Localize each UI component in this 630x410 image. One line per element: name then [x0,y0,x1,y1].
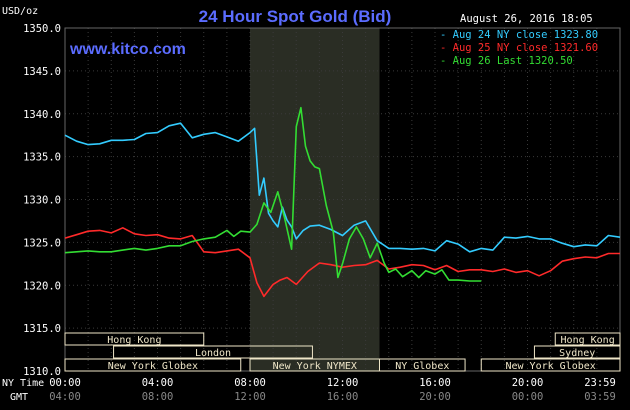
x-tick-label-ny: 00:00 [49,377,81,389]
y-tick-label: 1310.0 [23,366,61,378]
x-axis: 00:00 04:00 08:00 12:00 16:00 20:00 23:59 04:00… [2,377,616,403]
x-tick-label-ny: 08:00 [234,377,266,389]
x-tick-label-ny: 23:59 [584,377,616,389]
session-label: Hong Kong [107,335,161,346]
series-line-aug-25 [64,227,620,298]
series-line-aug-24 [64,122,621,253]
session-box [379,358,466,372]
y-tick-label: 1325.0 [23,237,61,249]
y-tick-label: 1340.0 [23,109,61,121]
session-box [533,345,621,359]
session-box [64,332,205,346]
series-line-aug-26 [64,106,482,282]
legend-entry: - Aug 26 Last 1320.50 [440,55,573,67]
y-tick-label: 1330.0 [23,195,61,207]
session-label: Sydney [559,348,595,359]
timestamp: August 26, 2016 18:05 [460,13,593,25]
x-tick-label-gmt: 12:00 [234,391,266,403]
x-tick-label-ny: 16:00 [419,377,451,389]
session-label: New York Globex [108,361,198,372]
x-tick-label-gmt: 08:00 [142,391,174,403]
y-tick-label: 1315.0 [23,323,61,335]
trading-sessions: Hong Kong Hong Kong London Sydney New York G… [64,332,621,372]
price-series [64,106,621,298]
ny-time-row-label: NY Time [2,378,44,389]
gmt-row-label: GMT [10,392,28,403]
session-box [554,332,621,346]
x-tick-label-ny: 12:00 [327,377,359,389]
x-tick-label-gmt: 03:59 [584,391,616,403]
session-label: Hong Kong [561,335,615,346]
session-box [480,358,621,372]
y-unit-label: USD/oz [2,6,38,17]
legend-entry: - Aug 24 NY close 1323.80 [440,29,598,41]
x-tick-label-ny: 04:00 [142,377,174,389]
session-box [113,345,313,359]
legend-entry: - Aug 25 NY close 1321.60 [440,42,598,54]
session-label: NY Globex [395,361,449,372]
watermark-kitco: www.kitco.com [69,41,186,58]
x-tick-label-gmt: 16:00 [327,391,359,403]
y-tick-label: 1345.0 [23,66,61,78]
y-tick-label: 1335.0 [23,152,61,164]
x-tick-label-gmt: 20:00 [419,391,451,403]
x-tick-label-gmt: 00:00 [512,391,544,403]
x-tick-label-ny: 20:00 [512,377,544,389]
x-tick-label-gmt: 04:00 [49,391,81,403]
session-label: London [195,348,231,359]
session-label: New York NYMEX [273,361,357,372]
session-box [64,358,242,372]
y-tick-label: 1350.0 [23,23,61,35]
legend: - Aug 24 NY close 1323.80- Aug 25 NY clo… [440,29,598,67]
y-tick-label: 1320.0 [23,280,61,292]
session-label: New York Globex [505,361,595,372]
chart-title: 24 Hour Spot Gold (Bid) [199,7,392,26]
y-axis: 1350.0 1345.0 1340.0 1335.0 1330.0 1325.0 1320… [23,23,61,378]
